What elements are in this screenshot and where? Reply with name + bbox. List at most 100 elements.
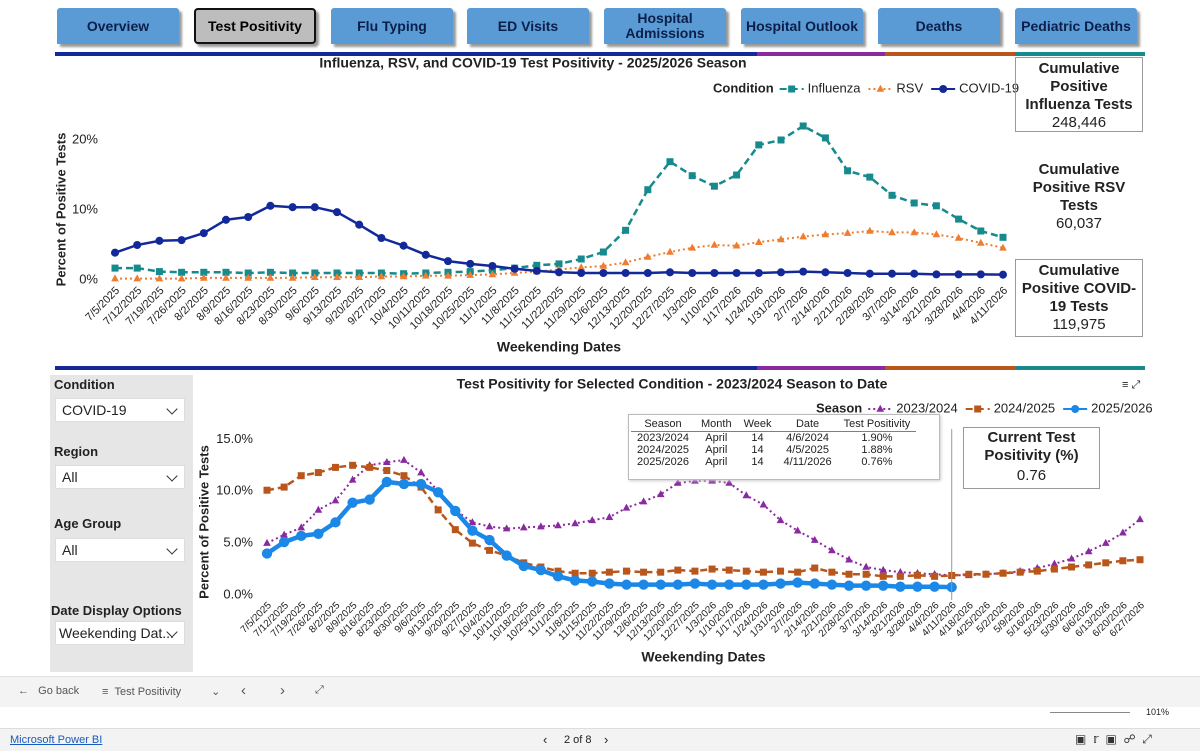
dropdown[interactable]: All	[55, 465, 185, 489]
data-point	[415, 478, 427, 490]
data-point	[999, 569, 1007, 577]
tooltip-row: 2025/2026 April 14 4/11/2026 0.76%	[631, 456, 916, 468]
tab[interactable]: Overview	[57, 8, 179, 44]
data-point	[998, 270, 1008, 279]
zoom-slider[interactable]	[1050, 712, 1130, 713]
data-point	[732, 241, 741, 249]
y-axis-title: Percent of Positive Tests	[53, 133, 68, 287]
data-point	[377, 233, 386, 243]
data-point	[488, 270, 497, 278]
data-point	[799, 122, 807, 130]
status-bar: Microsoft Power BI ‹ 2 of 8 › 101% ▣ 𝕣 ▣…	[0, 707, 1200, 751]
data-point	[977, 227, 985, 235]
charts: Influenza, RSV, and COVID-19 Test Positi…	[53, 55, 1152, 665]
prev-page[interactable]: ‹	[543, 732, 548, 747]
tab[interactable]: Flu Typing	[331, 8, 453, 44]
data-point	[466, 259, 475, 268]
data-point	[724, 579, 735, 590]
data-point	[673, 478, 682, 486]
data-point	[1119, 528, 1127, 536]
visual-icons: ≡ ⤢	[1122, 379, 1140, 391]
fullscreen-button[interactable]: ⤢	[315, 684, 324, 696]
card: Cumulative Positive Influenza Tests 248,4…	[1015, 57, 1143, 132]
data-point	[280, 530, 288, 538]
data-point	[200, 268, 208, 276]
data-point	[1084, 547, 1093, 555]
data-point	[860, 580, 872, 591]
next-button[interactable]: ›	[280, 682, 285, 699]
data-point	[910, 269, 919, 278]
stripe	[757, 52, 885, 56]
legend-marker	[788, 85, 796, 93]
data-point	[955, 215, 963, 223]
data-point	[982, 570, 990, 578]
prev-button[interactable]: ‹	[241, 682, 246, 699]
dropdown[interactable]: Weekending Dat...	[55, 621, 185, 645]
data-point	[177, 236, 186, 245]
tooltip-cell: 1.88%	[861, 444, 893, 456]
card-value: 248,446	[1051, 114, 1107, 131]
data-point	[599, 268, 608, 278]
data-point	[155, 268, 163, 276]
stripe	[55, 366, 757, 370]
card-value: 0.76	[1016, 467, 1047, 484]
share-icons[interactable]: ▣ 𝕣 ▣ ☍ ⤢	[1075, 732, 1152, 746]
tooltip-header-cell: Date	[777, 417, 838, 432]
data-point	[599, 261, 608, 269]
x-axis-title: Weekending Dates	[497, 339, 621, 355]
data-point	[742, 491, 751, 499]
tab[interactable]: Hospital Outlook	[741, 8, 863, 44]
data-point	[1050, 565, 1058, 573]
data-point	[777, 567, 785, 575]
data-point	[622, 503, 631, 511]
data-point	[1085, 561, 1093, 569]
y-axis-title: Percent of Positive Tests	[196, 445, 211, 599]
data-point	[793, 526, 802, 534]
tab[interactable]: Pediatric Deaths	[1015, 8, 1137, 44]
pager: 2 of 8	[564, 734, 592, 746]
data-point	[821, 230, 830, 238]
data-point	[754, 268, 763, 278]
data-point	[862, 562, 870, 570]
data-point	[332, 208, 342, 217]
data-point	[689, 578, 701, 589]
data-point	[1136, 515, 1144, 523]
back-button[interactable]: ← Go back	[18, 685, 80, 697]
data-point	[349, 461, 357, 469]
tooltip-cell: 0.76%	[861, 456, 893, 468]
data-point	[672, 579, 683, 590]
next-page[interactable]: ›	[604, 732, 609, 747]
tab[interactable]: Test Positivity	[194, 8, 316, 44]
data-point	[588, 516, 597, 524]
chart-title: Test Positivity for Selected Condition -…	[457, 376, 888, 392]
tab[interactable]: ED Visits	[467, 8, 589, 44]
tooltip-body: 2023/2024 April 14 4/6/2024 1.90% 2024/2025 Ap…	[631, 432, 916, 468]
data-point	[244, 269, 252, 277]
data-point	[887, 269, 897, 278]
legend-marker	[1071, 404, 1080, 414]
data-point	[621, 258, 630, 266]
data-point	[519, 523, 528, 531]
data-point	[417, 468, 425, 476]
brand-link[interactable]: Microsoft Power BI	[10, 734, 103, 746]
data-point	[643, 252, 652, 260]
data-point	[708, 476, 716, 484]
data-point	[912, 581, 923, 592]
data-point	[348, 475, 357, 483]
dropdown[interactable]: COVID-19	[55, 398, 185, 422]
tooltip-cell: 2024/2025	[637, 444, 689, 456]
tab[interactable]: Hospital Admissions	[604, 8, 726, 44]
data-point	[895, 581, 906, 592]
legend-label: RSV	[896, 80, 923, 95]
dropdown[interactable]: All	[55, 538, 185, 562]
data-point	[399, 272, 408, 280]
data-point	[533, 261, 541, 269]
data-point	[266, 268, 274, 276]
tab[interactable]: Deaths	[878, 8, 1000, 44]
data-point	[399, 241, 408, 250]
data-point	[929, 581, 940, 592]
card-title: Cumulative Positive RSV Tests	[1032, 161, 1126, 214]
tooltip-cell: 4/6/2024	[786, 432, 829, 444]
page-menu[interactable]: ≡ Test Positivity ⌄	[102, 686, 221, 698]
legend-label: 2023/2024	[896, 400, 957, 415]
